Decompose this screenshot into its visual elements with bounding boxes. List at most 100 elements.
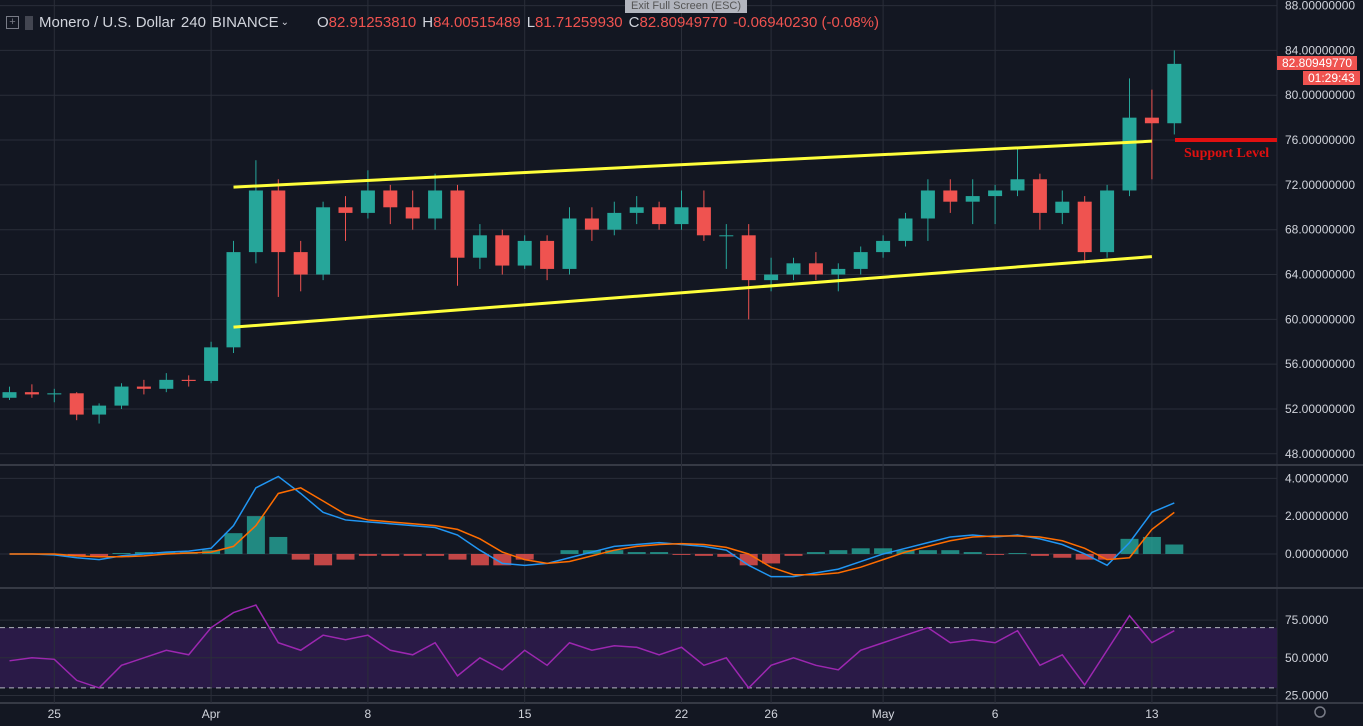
y-tick-label: 75.0000 xyxy=(1285,613,1329,627)
candle-body xyxy=(472,235,487,258)
candle-body xyxy=(562,218,577,269)
x-tick-label: Apr xyxy=(202,707,221,721)
high-value: 84.00515489 xyxy=(433,14,521,31)
candle-body xyxy=(159,379,174,389)
macd-histogram-bar xyxy=(739,553,758,566)
y-tick-label: 50.0000 xyxy=(1285,651,1329,665)
candle-body xyxy=(786,263,801,275)
candle-body xyxy=(24,392,39,395)
candle-body xyxy=(831,268,846,275)
candle-body xyxy=(808,263,823,275)
y-tick-label: 84.00000000 xyxy=(1285,43,1355,57)
x-tick-label: 8 xyxy=(365,707,372,721)
candle-body xyxy=(405,207,420,219)
candle-body xyxy=(383,190,398,208)
candle-body xyxy=(584,218,599,230)
rsi-line xyxy=(9,604,1175,690)
interval[interactable]: 240 xyxy=(180,14,206,31)
x-tick-label: 15 xyxy=(518,707,532,721)
macd-histogram-bar xyxy=(403,553,422,556)
open-value: 82.91253810 xyxy=(328,14,417,31)
exit-fullscreen-button[interactable]: Exit Full Screen (ESC) xyxy=(625,0,748,13)
x-tick-label: 25 xyxy=(48,707,62,721)
macd-histogram-bar xyxy=(90,553,109,557)
y-tick-label: 80.00000000 xyxy=(1285,88,1355,102)
macd-histogram-bar xyxy=(1165,544,1184,554)
y-tick-label: 76.00000000 xyxy=(1285,133,1355,147)
candle-body xyxy=(876,240,891,253)
plus-square-icon[interactable]: + xyxy=(6,16,19,29)
support-level-label: Support Level xyxy=(1184,146,1270,161)
candle-body xyxy=(316,207,331,275)
candle-body xyxy=(1167,63,1182,124)
macd-histogram-bar xyxy=(448,553,467,560)
candle-body xyxy=(47,393,62,395)
macd-histogram-bar xyxy=(1120,538,1139,554)
candle-body xyxy=(2,392,17,398)
candle-body xyxy=(517,240,532,266)
candle-body xyxy=(629,207,644,213)
macd-histogram-bar xyxy=(269,536,288,554)
macd-histogram-bar xyxy=(560,550,579,554)
y-tick-label: 88.00000000 xyxy=(1285,0,1355,13)
candle-body xyxy=(1122,117,1137,191)
macd-histogram-bar xyxy=(426,553,445,556)
macd-histogram-bar xyxy=(381,553,400,556)
macd-histogram-bar xyxy=(157,552,176,554)
candle-body xyxy=(1032,179,1047,213)
macd-histogram-bar xyxy=(224,533,243,554)
candle-body xyxy=(920,190,935,219)
y-tick-label: 48.00000000 xyxy=(1285,447,1355,461)
channel-trendline xyxy=(233,255,1153,329)
y-tick-label: 25.0000 xyxy=(1285,688,1329,702)
y-tick-label: 72.00000000 xyxy=(1285,178,1355,192)
candle-body xyxy=(1144,117,1159,124)
candle-body xyxy=(1077,201,1092,253)
candle-body xyxy=(271,190,286,253)
gear-icon[interactable] xyxy=(1314,706,1326,718)
macd-line xyxy=(9,475,1175,578)
macd-histogram-bar xyxy=(1075,553,1094,560)
candle-body xyxy=(607,212,622,230)
close-label: C xyxy=(628,14,640,31)
low-value: 81.71259930 xyxy=(535,14,623,31)
macd-histogram-bar xyxy=(1008,553,1027,554)
candle-body xyxy=(92,405,107,415)
macd-histogram-bar xyxy=(67,553,86,556)
macd-histogram-bar xyxy=(717,553,736,557)
macd-histogram-bar xyxy=(1030,553,1049,556)
macd-histogram-bar xyxy=(986,553,1005,555)
channel-trendline xyxy=(233,139,1152,189)
y-tick-label: 56.00000000 xyxy=(1285,357,1355,371)
candle-body xyxy=(696,207,711,236)
candle-body xyxy=(248,190,263,253)
macd-histogram-bar xyxy=(291,553,310,560)
y-tick-label: 52.00000000 xyxy=(1285,402,1355,416)
x-tick-label: 22 xyxy=(675,707,689,721)
low-label: L xyxy=(526,14,536,31)
x-tick-label: 13 xyxy=(1145,707,1159,721)
candle-body xyxy=(1010,179,1025,191)
macd-histogram-bar xyxy=(784,553,803,556)
chevron-down-icon[interactable]: ⌄ xyxy=(280,17,289,28)
macd-histogram-bar xyxy=(627,552,646,554)
symbol-name[interactable]: Monero / U.S. Dollar xyxy=(39,14,175,31)
candle-body xyxy=(114,386,129,406)
exchange[interactable]: BINANCE xyxy=(211,14,279,31)
macd-histogram-bar xyxy=(829,550,848,554)
macd-histogram-bar xyxy=(515,553,534,560)
x-tick-label: 6 xyxy=(992,707,999,721)
candle-body xyxy=(1100,190,1115,253)
candle-body xyxy=(853,252,868,269)
candle-body xyxy=(360,190,375,213)
macd-histogram-bar xyxy=(874,548,893,554)
countdown-tag: 01:29:43 xyxy=(1303,71,1360,85)
candle-body xyxy=(943,190,958,202)
macd-histogram-bar xyxy=(650,552,669,554)
candle-body xyxy=(652,207,667,225)
macd-histogram-bar xyxy=(1142,536,1161,554)
symbol-color-icon xyxy=(25,15,33,30)
candle-body xyxy=(495,235,510,266)
macd-histogram-bar xyxy=(672,553,691,555)
